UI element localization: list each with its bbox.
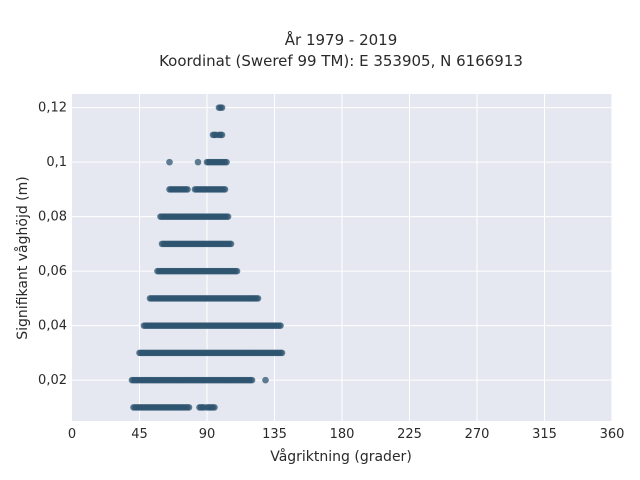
data-point: [248, 376, 256, 384]
data-point: [211, 404, 218, 411]
x-tick-label: 225: [397, 427, 422, 442]
x-tick-label: 180: [330, 427, 355, 442]
x-tick-label: 315: [532, 427, 557, 442]
tick-labels: 0 45 90 135 180 225 270 315 360 0,02 0,04 0,06 0,08 0…: [38, 101, 624, 442]
chart-subtitle: Koordinat (Sweref 99 TM): E 353905, N 61…: [159, 52, 523, 70]
data-point: [218, 131, 226, 139]
data-point: [185, 404, 193, 411]
y-tick-label: 0,1: [46, 155, 67, 170]
data-point: [278, 349, 286, 357]
x-tick-label: 45: [131, 427, 148, 442]
data-point: [221, 186, 229, 193]
y-tick-label: 0,06: [38, 264, 67, 279]
data-point: [233, 267, 241, 275]
x-tick-label: 360: [600, 427, 625, 442]
data-point: [218, 104, 226, 111]
x-tick-label: 135: [262, 427, 287, 442]
y-tick-label: 0,04: [38, 319, 67, 334]
data-points: [128, 104, 286, 411]
chart-title: År 1979 - 2019: [285, 30, 398, 49]
y-tick-label: 0,12: [38, 101, 67, 116]
data-point: [194, 158, 202, 166]
x-axis-title: Vågriktning (grader): [270, 448, 412, 465]
data-point: [224, 213, 232, 220]
y-tick-label: 0,08: [38, 210, 67, 225]
data-point: [254, 295, 262, 302]
x-tick-label: 0: [68, 427, 76, 442]
data-point: [223, 158, 230, 166]
data-point: [184, 186, 191, 193]
x-tick-label: 270: [465, 427, 490, 442]
data-point: [227, 240, 235, 248]
y-tick-label: 0,02: [38, 373, 67, 388]
data-point: [166, 158, 173, 166]
data-point: [262, 376, 269, 384]
x-tick-label: 90: [199, 427, 216, 442]
y-axis-title: Signifikant våghöjd (m): [14, 176, 31, 339]
data-point: [277, 322, 284, 329]
